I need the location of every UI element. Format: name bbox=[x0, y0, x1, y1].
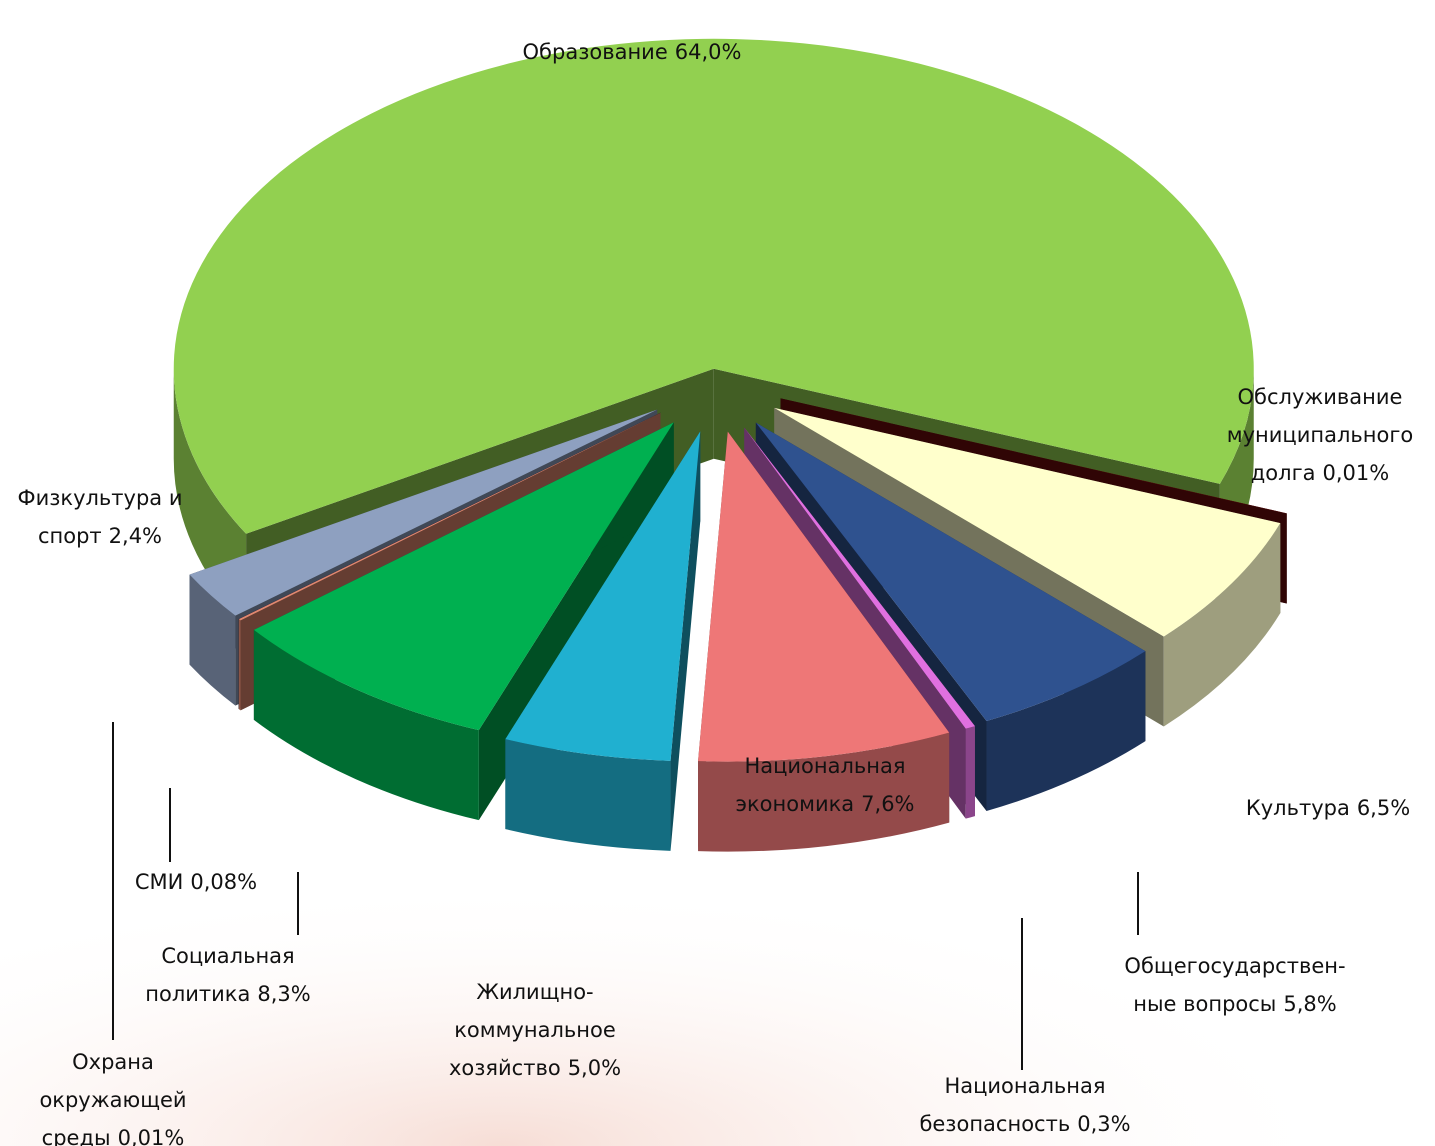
value-label: 0,01% bbox=[1322, 461, 1389, 485]
value-label: 8,3% bbox=[257, 982, 310, 1006]
chart: Образование 64,0% Обслуживание муниципальн… bbox=[0, 0, 1435, 1146]
value-label: 2,4% bbox=[109, 524, 162, 548]
value-label: 6,5% bbox=[1357, 796, 1410, 820]
category-label: Образование bbox=[523, 40, 668, 64]
value-label: 5,0% bbox=[568, 1056, 621, 1080]
slice-label: Образование 64,0% bbox=[523, 33, 742, 71]
value-label: 0,08% bbox=[190, 870, 257, 894]
slice-wall bbox=[966, 726, 975, 819]
slice-wall bbox=[239, 619, 241, 710]
value-label: 7,6% bbox=[861, 792, 914, 816]
category-label: СМИ bbox=[135, 870, 184, 894]
category-label: Культура bbox=[1246, 796, 1350, 820]
slice-label: Культура 6,5% bbox=[1246, 789, 1410, 827]
value-label: 5,8% bbox=[1283, 992, 1336, 1016]
value-label: 0,3% bbox=[1077, 1112, 1130, 1136]
value-label: 64,0% bbox=[675, 40, 742, 64]
value-label: 0,01% bbox=[118, 1126, 185, 1146]
